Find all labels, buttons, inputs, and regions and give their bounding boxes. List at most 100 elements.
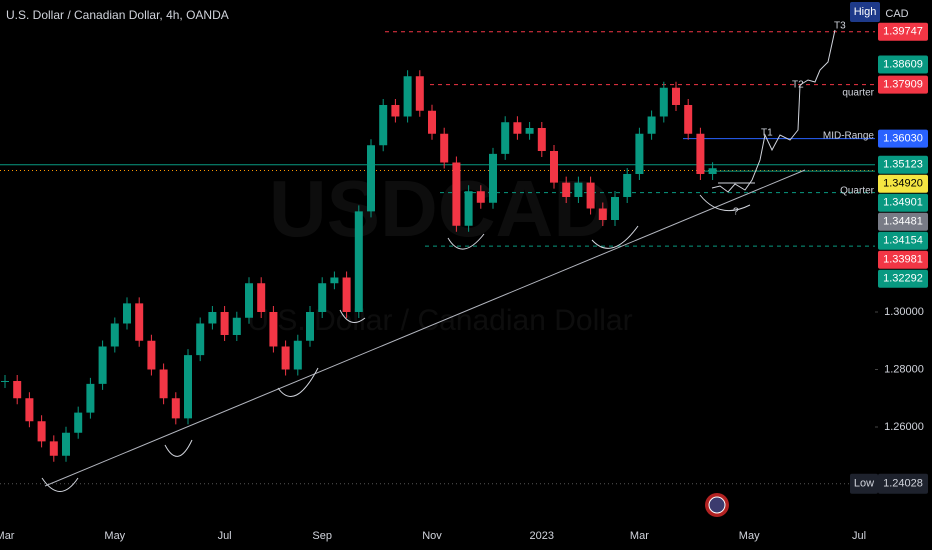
high-badge (850, 2, 880, 22)
annotation: Quarter (840, 186, 875, 197)
candle (269, 311, 278, 347)
price-label: 1.33981 (883, 254, 923, 266)
candle (635, 133, 644, 174)
annotation: ? (733, 207, 739, 218)
y-tick-label: 1.30000 (884, 306, 924, 318)
trendline (44, 169, 806, 487)
annotation: quarter (842, 88, 874, 99)
candle (245, 283, 253, 318)
candle (696, 133, 705, 174)
price-label-box (878, 174, 928, 193)
price-label-box (878, 212, 928, 231)
candle (208, 311, 217, 324)
low-value: 1.24028 (883, 478, 923, 490)
candle (37, 421, 46, 442)
currency: CAD (885, 8, 908, 20)
candle (98, 346, 107, 384)
low-badge (850, 473, 878, 494)
candle (147, 340, 156, 370)
price-label: 1.38609 (883, 58, 923, 70)
candle (525, 127, 534, 134)
price-label-box (878, 231, 928, 250)
watermark-subtitle: U.S. Dollar / Canadian Dollar (247, 304, 632, 337)
x-tick-label: Mar (630, 530, 649, 542)
candle (415, 76, 424, 111)
candle (708, 168, 717, 174)
candle (476, 191, 485, 203)
candle (598, 208, 607, 220)
candle (464, 191, 473, 226)
candle (513, 122, 522, 134)
price-label-box (878, 55, 928, 74)
price-label: 1.36030 (883, 133, 923, 145)
candle (135, 303, 144, 341)
price-label-box (878, 22, 928, 41)
candle (391, 104, 400, 117)
price-label-box (878, 75, 928, 94)
high-label: High (854, 6, 877, 18)
plot (0, 31, 875, 485)
candle (428, 110, 436, 134)
price-label-box (878, 250, 928, 269)
annotation: T2 (792, 80, 804, 91)
annotation: MID-Range (823, 131, 875, 142)
candle (550, 150, 558, 183)
candle (49, 441, 58, 456)
candle (13, 380, 22, 399)
x-tick-label: Nov (422, 530, 442, 542)
watermark: USDCAD (269, 164, 611, 253)
candle (537, 127, 546, 151)
price-label: 1.34481 (883, 216, 923, 228)
price-label-box (878, 193, 928, 212)
candle (1, 380, 9, 382)
candle (306, 311, 314, 341)
y-tick-label: 1.26000 (884, 421, 924, 433)
candle (440, 133, 449, 163)
candle (684, 104, 693, 134)
x-tick-label: Mar (0, 530, 15, 542)
candle (232, 317, 241, 335)
candle (196, 323, 205, 356)
candle (672, 87, 680, 105)
candle (86, 383, 95, 413)
candle (293, 340, 302, 370)
x-tick-label: 2023 (530, 530, 554, 542)
candle (501, 122, 510, 154)
candle (379, 104, 388, 146)
price-label: 1.37909 (883, 79, 923, 91)
candle (318, 283, 327, 312)
candle (562, 182, 571, 197)
price-label-box (878, 155, 928, 174)
candle (611, 196, 619, 220)
price-label-box (878, 269, 928, 288)
candle (110, 323, 119, 347)
x-tick-label: Jul (852, 530, 866, 542)
candle (342, 277, 351, 312)
candle (159, 369, 168, 399)
price-label: 1.34901 (883, 197, 923, 209)
candle (123, 303, 131, 324)
candle (25, 398, 34, 422)
x-tick-label: May (739, 530, 760, 542)
price-label: 1.39747 (883, 26, 923, 38)
projection-path (711, 29, 836, 193)
candle (659, 87, 668, 117)
candle (403, 76, 412, 117)
candle (62, 432, 70, 456)
candle (257, 283, 266, 312)
price-label-box (878, 129, 928, 148)
annotation: T1 (761, 128, 773, 139)
price-label: 1.34154 (883, 235, 923, 247)
candle (74, 412, 83, 433)
candle (574, 182, 583, 197)
candle (367, 145, 375, 212)
x-tick-label: Sep (312, 530, 332, 542)
swing-arcs (41, 194, 751, 492)
candle (623, 173, 632, 197)
candle (330, 277, 339, 284)
candle (452, 162, 461, 226)
low-value-box (878, 473, 928, 494)
price-label: 1.34920 (883, 178, 923, 190)
